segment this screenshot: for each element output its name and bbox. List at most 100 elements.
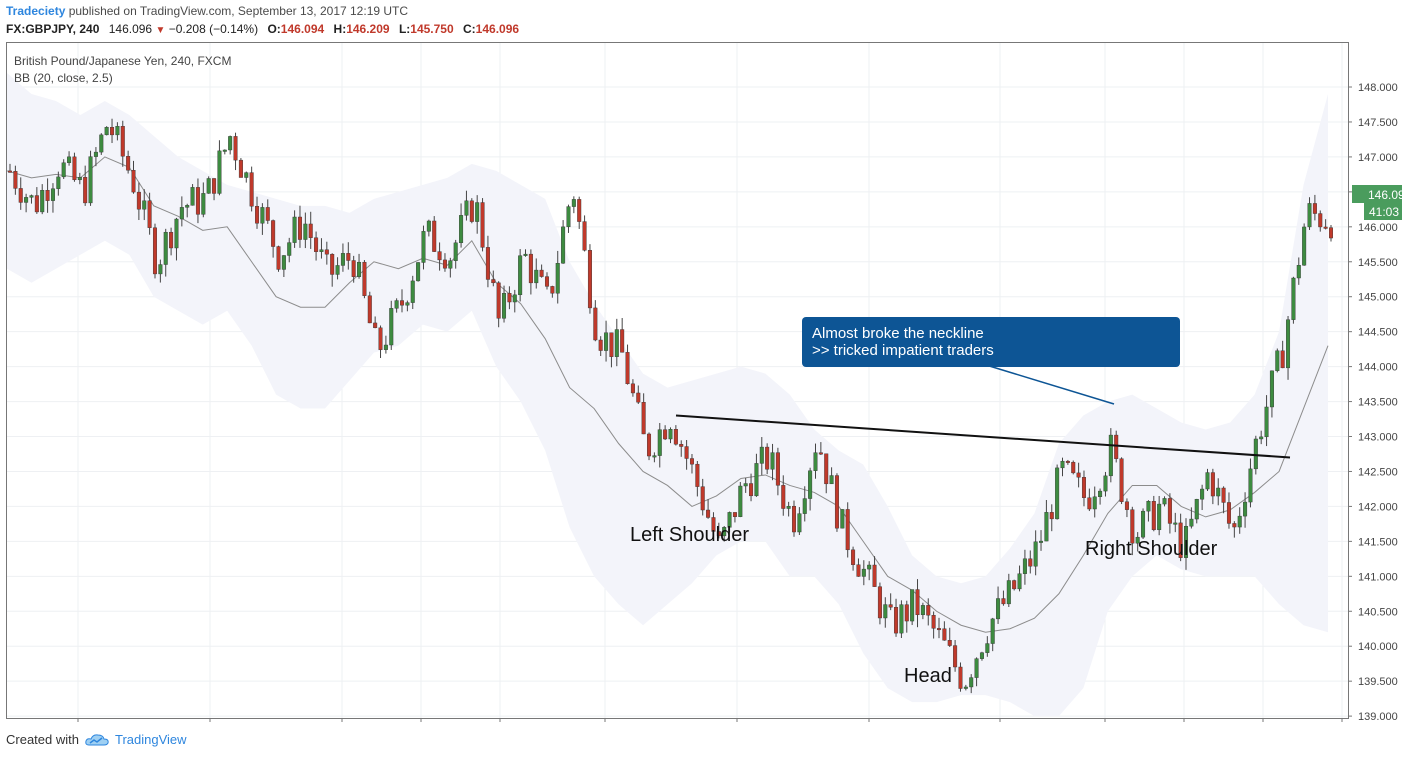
- candle-body: [1253, 438, 1258, 470]
- candle-body: [797, 513, 802, 533]
- candle-body: [308, 223, 313, 238]
- candle-body: [947, 640, 952, 646]
- time-axis[interactable]: 10172427Aug7142128Sep61114: [72, 718, 1348, 724]
- footer: Created with TradingView: [6, 732, 187, 747]
- candle-body: [115, 126, 120, 136]
- candle-body: [169, 231, 174, 249]
- candle-body: [212, 178, 217, 194]
- candle-body: [802, 498, 807, 514]
- candle-body: [24, 197, 29, 203]
- candle-body: [276, 246, 281, 270]
- candle-body: [1178, 522, 1183, 558]
- candle-body: [920, 605, 925, 616]
- y-tick-label: 140.000: [1358, 641, 1398, 653]
- candle-body: [29, 195, 34, 198]
- symbol-label: FX:GBPJPY, 240: [6, 22, 100, 36]
- candle-body: [1243, 501, 1248, 517]
- candle-body: [743, 483, 748, 487]
- author-link[interactable]: Tradeciety: [6, 4, 66, 18]
- candle-body: [324, 249, 329, 255]
- candle-body: [899, 604, 904, 634]
- candle-body: [1049, 512, 1054, 520]
- candle-body: [485, 247, 490, 280]
- candle-body: [1216, 487, 1221, 497]
- y-tick-label: 139.500: [1358, 676, 1398, 688]
- candle-body: [330, 253, 335, 275]
- candle-body: [609, 332, 614, 357]
- candle-body: [856, 564, 861, 577]
- candle-body: [45, 190, 50, 201]
- candle-body: [630, 383, 635, 394]
- candle-body: [1328, 227, 1333, 239]
- candle-body: [1221, 487, 1226, 503]
- candle-body: [13, 171, 18, 189]
- candle-body: [684, 446, 689, 459]
- y-tick-label: 139.000: [1358, 711, 1398, 723]
- candle-body: [502, 293, 507, 319]
- candle-body: [88, 156, 93, 204]
- candle-body: [297, 216, 302, 240]
- y-tick-label: 147.000: [1358, 152, 1398, 164]
- right-shoulder-label: Right Shoulder: [1085, 538, 1218, 560]
- candle-body: [1302, 226, 1307, 266]
- candle-body: [587, 250, 592, 309]
- candle-body: [679, 444, 684, 447]
- left-shoulder-label: Left Shoulder: [630, 524, 749, 546]
- candle-body: [775, 452, 780, 486]
- candle-body: [716, 531, 721, 537]
- candle-body: [18, 188, 23, 203]
- candle-body: [904, 604, 909, 622]
- y-tick-label: 145.000: [1358, 292, 1398, 304]
- candle-body: [936, 628, 941, 631]
- candle-body: [550, 286, 555, 294]
- tradingview-link[interactable]: TradingView: [85, 732, 187, 747]
- candle-body: [765, 446, 770, 470]
- candle-body: [845, 509, 850, 551]
- candle-body: [840, 509, 845, 529]
- candle-body: [781, 485, 786, 509]
- candles: [7, 118, 1333, 694]
- timer-tag: [1364, 203, 1402, 220]
- candle-body: [711, 517, 716, 532]
- candle-body: [72, 156, 77, 181]
- y-tick-label: 140.500: [1358, 606, 1398, 618]
- candle-body: [1006, 580, 1011, 605]
- candle-body: [663, 429, 668, 440]
- candle-body: [373, 322, 378, 329]
- high-label: H:: [333, 22, 347, 36]
- candle-body: [1323, 226, 1328, 229]
- candle-body: [1060, 460, 1065, 469]
- candle-body: [1184, 525, 1189, 558]
- close-value: 146.096: [475, 22, 520, 36]
- open-value: 146.094: [280, 22, 325, 36]
- candle-body: [979, 652, 984, 659]
- candle-body: [1318, 213, 1323, 228]
- candle-body: [910, 589, 915, 622]
- indicator-label: BB (20, close, 2.5): [14, 71, 113, 85]
- candle-body: [351, 260, 356, 277]
- candle-body: [426, 220, 431, 232]
- candle-body: [367, 295, 372, 324]
- candle-body: [867, 564, 872, 570]
- price-tag: [1352, 185, 1402, 203]
- candle-body: [1167, 498, 1172, 524]
- candle-body: [265, 207, 270, 221]
- candle-body: [1108, 434, 1113, 477]
- candle-body: [582, 221, 587, 251]
- candle-body: [593, 307, 598, 341]
- candle-body: [1312, 203, 1317, 214]
- price-axis[interactable]: 148.000147.500147.000146.500146.000145.5…: [1348, 82, 1398, 723]
- candle-body: [894, 607, 899, 634]
- candle-body: [792, 505, 797, 533]
- candle-body: [1130, 509, 1135, 544]
- candle-body: [1119, 458, 1124, 502]
- candle-body: [271, 220, 276, 247]
- candle-body: [1146, 501, 1151, 512]
- price-chart[interactable]: Almost broke the neckline >> tricked imp…: [0, 38, 1408, 724]
- candle-body: [566, 206, 571, 228]
- change-value: −0.208 (−0.14%): [168, 22, 259, 36]
- candle-body: [942, 628, 947, 641]
- candle-body: [727, 512, 732, 528]
- candle-body: [759, 446, 764, 464]
- candle-body: [1017, 573, 1022, 590]
